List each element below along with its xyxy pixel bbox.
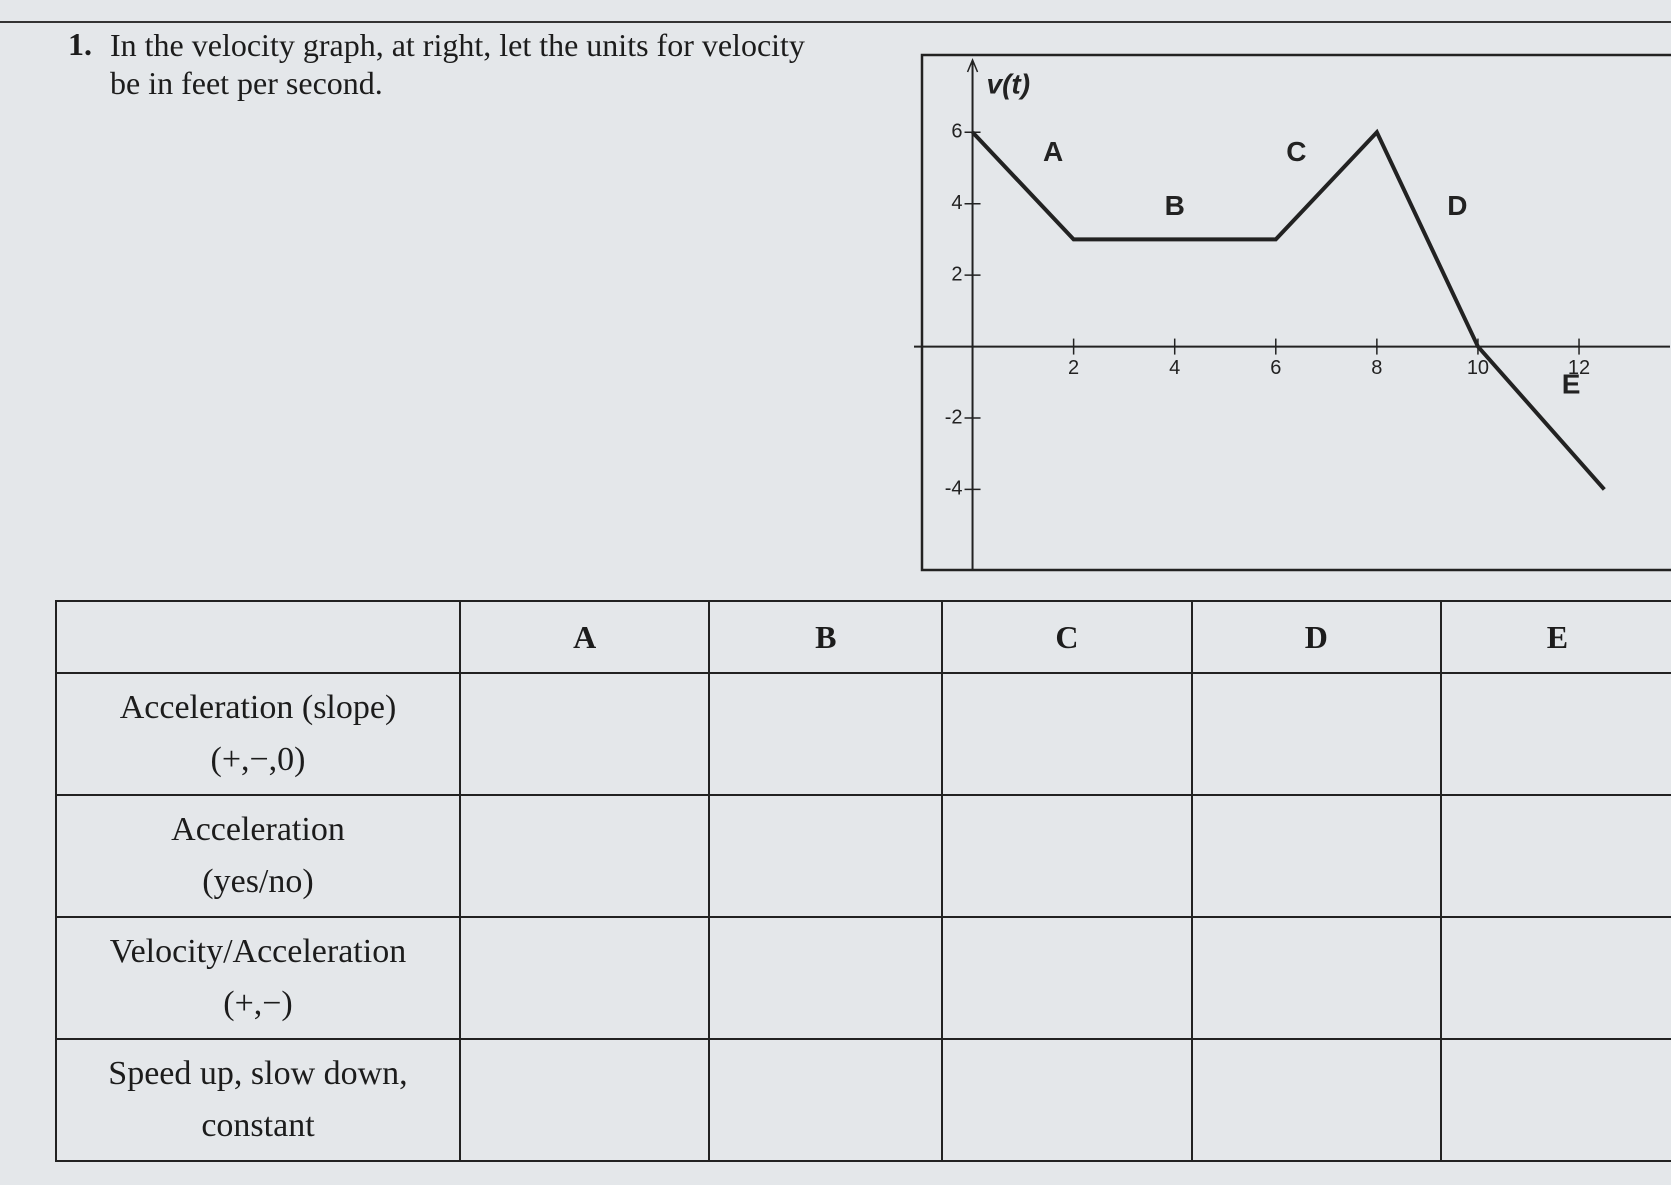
table-row: Velocity/Acceleration (+,−) [55,916,1671,1040]
answer-cell [1190,916,1442,1040]
x-tick-label: 8 [1371,357,1382,379]
column-header: D [1190,600,1442,674]
y-axis-arrow [966,58,979,73]
velocity-graph: v(t) 2 4 6 8 10 12 -4 -2 2 4 6 A B C D E [0,21,1671,572]
question-number: 1. [68,26,92,62]
answer-cell [708,916,944,1040]
row-label-line: Acceleration [171,811,345,848]
segment-label: C [1286,136,1306,167]
x-tick-label: 10 [1467,357,1489,379]
y-axis-label: v(t) [987,68,1031,99]
graph-frame [920,53,1671,572]
answer-cell [941,672,1193,796]
question: 1. In the velocity graph, at right, let … [68,26,830,102]
answer-cell [1190,1038,1442,1162]
answer-cell [458,672,711,796]
row-label: Velocity/Acceleration (+,−) [55,916,461,1040]
segment-label: B [1165,190,1185,221]
answer-cell [708,672,944,796]
y-tick-label: 4 [951,192,962,214]
table-body: Acceleration (slope) (+,−,0) Acceleration (… [55,672,1671,1162]
answer-cell [458,1038,711,1162]
row-label-line: constant [201,1107,315,1144]
x-tick-label: 4 [1169,357,1180,379]
answer-cell [458,794,711,918]
answer-cell [941,794,1193,918]
velocity-line [971,128,1606,491]
answer-cell [1439,794,1671,918]
y-tick-label: 6 [951,121,962,143]
table-row: Acceleration (yes/no) [55,794,1671,918]
row-label: Acceleration (yes/no) [55,794,461,918]
column-header: A [458,600,711,674]
table-row: Speed up, slow down, constant [55,1038,1671,1162]
answer-cell [1439,672,1671,796]
row-label: Speed up, slow down, constant [55,1038,461,1162]
row-label-line: (yes/no) [202,863,314,900]
row-label-line: Acceleration (slope) [119,689,397,726]
table-row: Acceleration (slope) (+,−,0) [55,672,1671,796]
segment-label: E [1562,368,1581,399]
answer-cell [1439,1038,1671,1162]
column-header: C [941,600,1193,674]
answer-cell [1439,916,1671,1040]
answer-cell [1190,672,1442,796]
y-tick-label: -2 [945,406,963,428]
row-label-line: Speed up, slow down, [108,1055,408,1092]
y-tick-label: 2 [951,263,962,285]
row-label-line: Velocity/Acceleration [109,933,407,970]
column-header: E [1439,600,1671,674]
column-header: B [708,600,944,674]
row-label-line: (+,−) [223,985,293,1022]
answer-cell [1190,794,1442,918]
corner-cell [55,600,461,674]
y-tick-label: -4 [945,478,963,500]
segment-label: A [1043,136,1063,167]
row-label: Acceleration (slope) (+,−,0) [55,672,461,796]
x-tick-label: 12 [1568,357,1590,379]
segment-label: D [1447,190,1467,221]
question-text: In the velocity graph, at right, let the… [110,27,805,101]
answer-cell [941,1038,1193,1162]
answer-cell [941,916,1193,1040]
row-label-line: (+,−,0) [210,741,306,778]
x-tick-label: 6 [1270,357,1281,379]
answer-cell [708,794,944,918]
answer-cell [708,1038,944,1162]
answer-cell [458,916,711,1040]
x-tick-label: 2 [1068,357,1079,379]
